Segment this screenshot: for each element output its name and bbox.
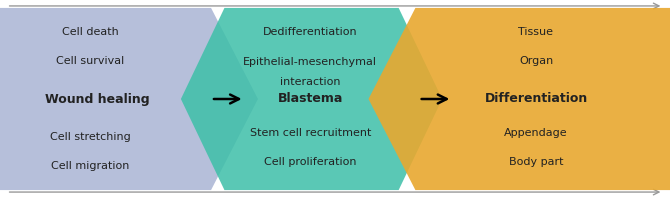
Text: Organ: Organ bbox=[519, 56, 553, 66]
Polygon shape bbox=[0, 8, 258, 190]
Text: Tissue: Tissue bbox=[519, 27, 553, 37]
Text: Differentiation: Differentiation bbox=[484, 92, 588, 106]
Text: Cell proliferation: Cell proliferation bbox=[264, 157, 356, 167]
Text: Body part: Body part bbox=[509, 157, 563, 167]
Text: Cell migration: Cell migration bbox=[52, 161, 129, 171]
Text: Appendage: Appendage bbox=[505, 128, 567, 138]
Polygon shape bbox=[181, 8, 442, 190]
Text: Dedifferentiation: Dedifferentiation bbox=[263, 27, 358, 37]
Text: Stem cell recruitment: Stem cell recruitment bbox=[249, 128, 371, 138]
Text: Cell stretching: Cell stretching bbox=[50, 132, 131, 142]
Text: interaction: interaction bbox=[280, 77, 340, 87]
Text: Cell death: Cell death bbox=[62, 27, 119, 37]
Text: Blastema: Blastema bbox=[277, 92, 343, 106]
Text: Cell survival: Cell survival bbox=[56, 56, 125, 66]
Text: Wound healing: Wound healing bbox=[45, 92, 149, 106]
Polygon shape bbox=[369, 8, 670, 190]
Text: Epithelial-mesenchymal: Epithelial-mesenchymal bbox=[243, 57, 377, 67]
